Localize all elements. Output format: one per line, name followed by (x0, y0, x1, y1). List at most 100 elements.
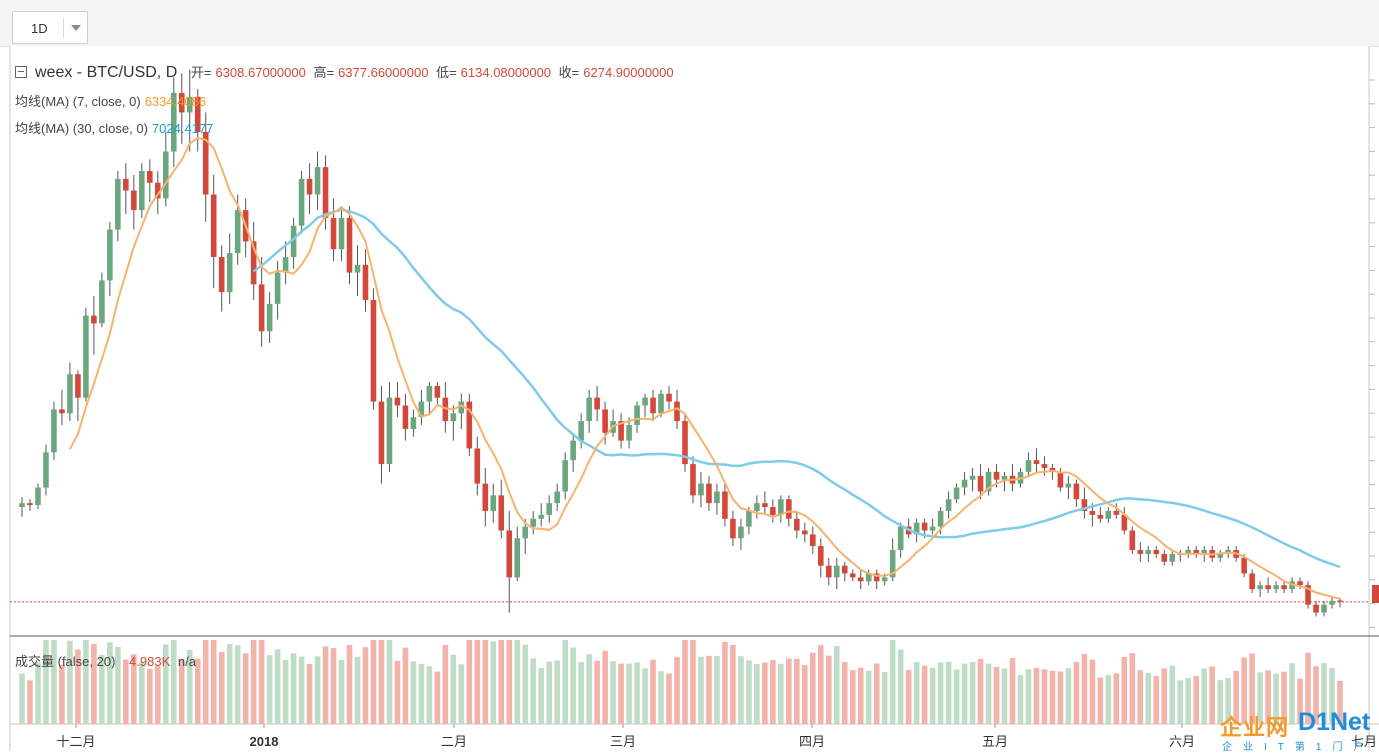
candle-body (1001, 475, 1008, 480)
collapse-icon[interactable] (15, 66, 27, 78)
candle-body (690, 464, 696, 496)
volume-bar (778, 663, 784, 724)
candle-body (841, 565, 848, 574)
volume-bar (418, 663, 425, 724)
candle (418, 389, 425, 426)
candle-body (945, 499, 952, 511)
candle-body (1329, 600, 1335, 605)
candle (298, 171, 305, 234)
volume-bar (282, 659, 289, 724)
candle-body (1281, 585, 1287, 590)
volume-bar (1121, 656, 1128, 724)
chart-frame (9, 46, 1379, 751)
candle-body (458, 401, 465, 414)
candle (250, 221, 257, 300)
candle-body (1193, 550, 1200, 554)
candle (562, 452, 568, 500)
volume-bar (802, 665, 808, 724)
volume-bar (450, 654, 457, 724)
candle-body (546, 503, 552, 515)
candle-body (274, 272, 281, 304)
volume-bar (945, 661, 952, 724)
volume-bar (913, 662, 920, 724)
volume-bar (810, 652, 816, 724)
candle-body (378, 401, 385, 465)
price-chart[interactable]: 十二月 2018 二月 三月 四月 五月 六月 七月 (0, 46, 1379, 751)
low-value: 6134.08000000 (460, 65, 552, 80)
x-tick-label: 2018 (250, 734, 279, 749)
candle-body (554, 491, 560, 504)
toolbar: 1D (0, 0, 1379, 47)
volume-bar (1137, 670, 1144, 724)
candle (1313, 600, 1319, 617)
volume-bar (730, 645, 736, 724)
candle (67, 362, 73, 422)
volume-bar (961, 663, 968, 724)
x-tick-label: 六月 (1169, 734, 1195, 749)
candle (570, 432, 576, 472)
chevron-down-icon[interactable] (71, 25, 81, 31)
candle (210, 174, 217, 289)
volume-bar (1041, 669, 1048, 724)
candle-body (586, 397, 592, 422)
candle-body (1113, 510, 1120, 515)
candle-body (913, 522, 920, 535)
volume-bar (514, 640, 521, 724)
candle (394, 382, 401, 418)
candle (346, 206, 353, 285)
volume-bar (1329, 668, 1335, 724)
volume-bar (873, 663, 880, 724)
candle-body (1145, 550, 1152, 554)
candle-body (698, 483, 704, 496)
volume-bar (186, 649, 193, 724)
volume-bar (977, 658, 984, 724)
candle (634, 401, 640, 433)
candle-body (346, 217, 353, 273)
volume-label: 成交量 (false, 20) (15, 654, 116, 669)
candle (810, 526, 816, 554)
volume-bar (706, 655, 712, 724)
volume-bar (602, 650, 608, 724)
volume-bar (1113, 673, 1120, 724)
candle (1185, 546, 1192, 558)
candle (578, 413, 584, 449)
candle-body (794, 518, 800, 531)
candle-body (1057, 471, 1064, 488)
candle-body (298, 178, 305, 226)
candle (51, 401, 57, 461)
candle-body (1265, 585, 1271, 590)
volume-bar (330, 648, 337, 724)
candle (554, 483, 560, 511)
candle-body (426, 385, 433, 402)
candle (1329, 596, 1335, 609)
ma-layer (69, 137, 1341, 600)
candles-layer (19, 69, 1343, 617)
candle-body (1081, 499, 1088, 511)
candle (1113, 503, 1120, 519)
candle (378, 385, 385, 484)
candle (738, 518, 744, 551)
volume-bar (1177, 680, 1184, 724)
candle (929, 518, 936, 535)
candle (1033, 448, 1040, 472)
volume-bar (1305, 652, 1311, 724)
interval-selector[interactable]: 1D (12, 11, 88, 44)
candle (35, 483, 41, 510)
volume-bar (722, 641, 728, 724)
candle (626, 417, 632, 449)
volume-bar (43, 640, 49, 724)
candle-body (123, 178, 129, 191)
candle-body (1105, 510, 1112, 519)
candle-body (442, 397, 449, 422)
candle (546, 495, 552, 523)
candle-body (202, 131, 209, 195)
candle-body (578, 421, 584, 441)
candle-body (1297, 581, 1303, 586)
candle-body (570, 440, 576, 461)
candle-body (330, 217, 337, 250)
volume-bar (139, 662, 145, 724)
candle-body (1033, 460, 1040, 465)
candle (650, 389, 656, 422)
candle-body (370, 299, 377, 402)
volume-bar (1073, 662, 1080, 724)
